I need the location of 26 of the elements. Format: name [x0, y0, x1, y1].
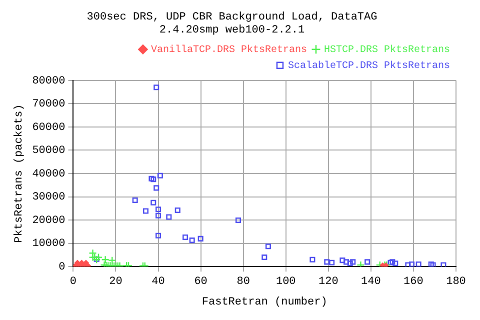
legend-label: ScalableTCP.DRS PktsRetrans	[288, 60, 450, 72]
x-tick-label: 140	[361, 276, 381, 288]
y-axis-title: PktsRetrans (packets)	[14, 104, 26, 243]
y-tick-label: 0	[58, 262, 66, 274]
x-tick-label: 20	[109, 276, 122, 288]
x-tick-label: 40	[152, 276, 165, 288]
y-tick-label: 70000	[32, 98, 66, 111]
y-tick-label: 30000	[32, 192, 66, 204]
legend-label: HSTCP.DRS PktsRetrans	[324, 44, 450, 56]
text: 300sec DRS, UDP CBR Background Load, DataTAG	[86, 12, 378, 24]
y-tick-label: 60000	[32, 122, 66, 134]
x-tick-label: 120	[318, 276, 338, 288]
legend-label: VanillaTCP.DRS PktsRetrans	[150, 44, 307, 56]
x-tick-label: 80	[236, 276, 250, 288]
y-tick-label: 80000	[32, 75, 66, 88]
x-tick-label: 160	[404, 276, 424, 288]
text: 2.4.20smp web100-2.2.1	[159, 24, 305, 37]
x-axis-title: FastRetran (number)	[202, 296, 328, 308]
x-tick-label: 0	[70, 276, 77, 288]
x-tick-label: 100	[276, 276, 296, 288]
y-tick-label: 40000	[32, 168, 66, 180]
y-tick-label: 10000	[32, 238, 66, 250]
y-tick-label: 20000	[32, 214, 66, 227]
y-tick-label: 50000	[32, 145, 66, 158]
x-tick-label: 180	[446, 276, 466, 288]
x-tick-label: 60	[194, 276, 208, 288]
